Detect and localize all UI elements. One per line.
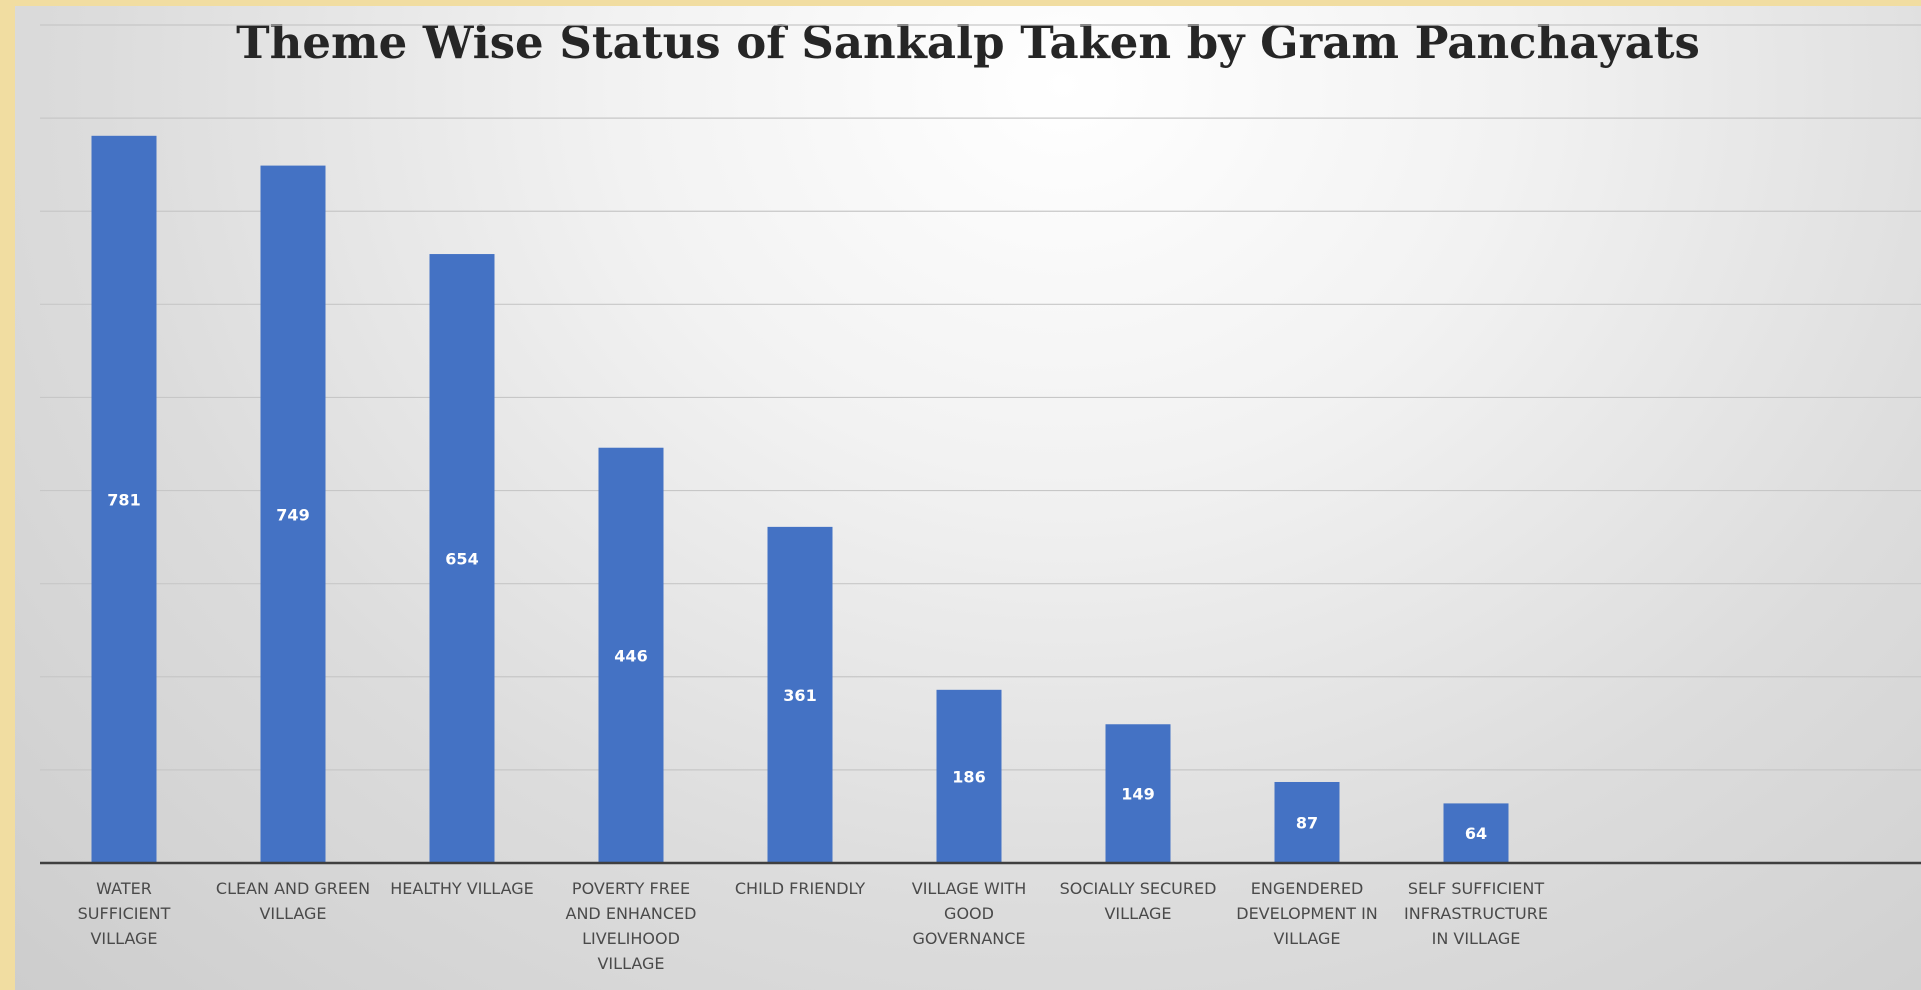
bar-value-label: 87	[1296, 813, 1318, 832]
bar-value-label: 781	[107, 490, 140, 509]
bar	[1105, 724, 1171, 863]
bar	[936, 689, 1002, 863]
category-label: ENGENDERED DEVELOPMENT IN VILLAGE	[1236, 879, 1378, 948]
category-label: HEALTHY VILLAGE	[390, 879, 534, 898]
category-label: CHILD FRIENDLY	[735, 879, 865, 898]
bar-value-label: 186	[952, 767, 985, 786]
category-label: CLEAN AND GREEN VILLAGE	[216, 879, 370, 923]
bar	[1274, 781, 1340, 863]
bar-value-label: 361	[783, 686, 816, 705]
bar-value-label: 749	[276, 505, 309, 524]
category-label: SELF SUFFICIENT INFRASTRUCTURE IN VILLAGE	[1404, 879, 1548, 948]
chart-panel: Theme Wise Status of Sankalp Taken by Gr…	[15, 6, 1921, 990]
bar-value-label: 446	[614, 646, 647, 665]
category-label: POVERTY FREE AND ENHANCED LIVELIHOOD VILLAG…	[566, 879, 697, 973]
category-label: VILLAGE WITH GOOD GOVERNANCE	[912, 879, 1026, 948]
bar	[1443, 803, 1509, 863]
bar	[260, 165, 326, 863]
bar	[767, 526, 833, 863]
category-label: SOCIALLY SECURED VILLAGE	[1060, 879, 1217, 923]
bar-value-label: 64	[1465, 824, 1487, 843]
bar	[429, 254, 495, 863]
bar-value-label: 149	[1121, 785, 1154, 804]
bar	[598, 447, 664, 863]
bar-value-label: 654	[445, 550, 478, 569]
category-label: WATER SUFFICIENT VILLAGE	[78, 879, 171, 948]
bar-chart: 781 WATER SUFFICIENT VILLAGE 749 CLEAN AND GR…	[40, 24, 1921, 973]
bar	[91, 135, 157, 863]
